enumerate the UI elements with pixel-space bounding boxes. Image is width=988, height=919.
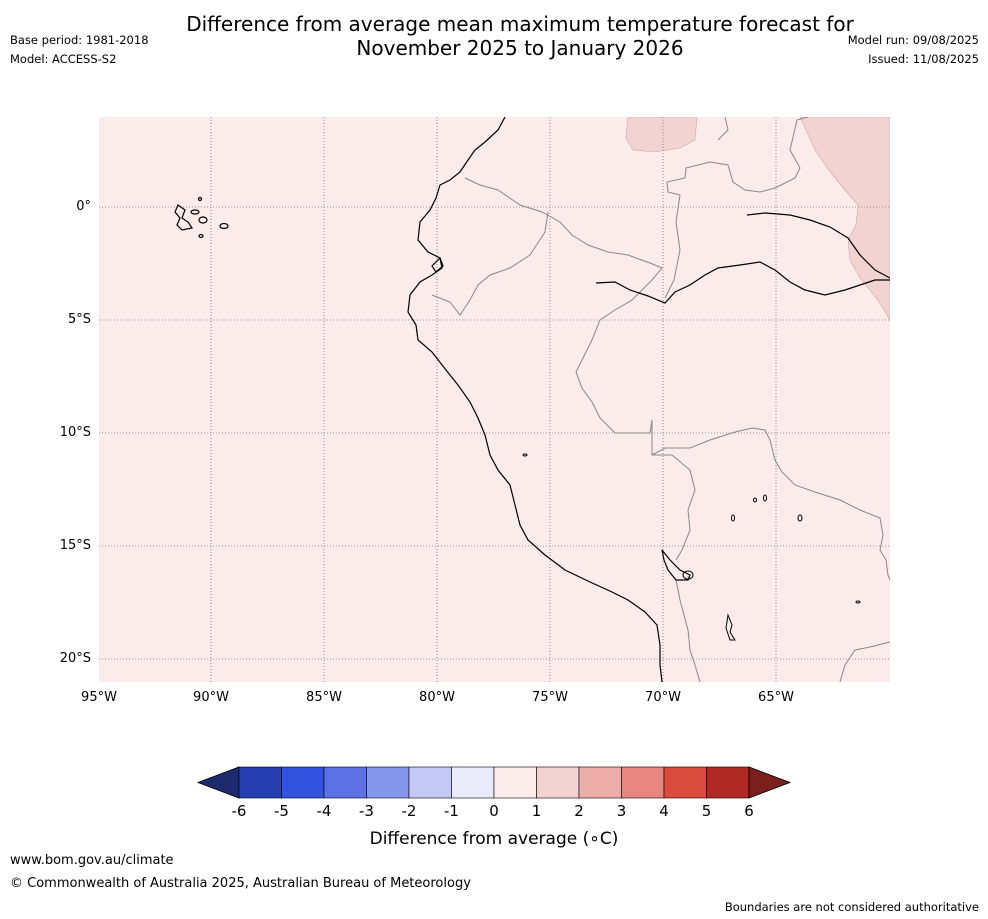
colorbar-tick: 0 [489, 802, 499, 820]
lat-label-10s: 10°S [59, 425, 91, 440]
lon-label-95w: 95°W [81, 690, 117, 705]
disclaimer-text: Boundaries are not considered authoritat… [724, 900, 979, 914]
colorbar-segment [536, 766, 580, 799]
title-line-1: Difference from average mean maximum tem… [186, 12, 854, 36]
base-period-text: Base period: 1981-2018 [10, 33, 149, 47]
coastlines [407, 117, 890, 682]
colorbar-tick: -6 [231, 802, 247, 820]
lakes [522, 453, 861, 641]
colorbar-segment [366, 766, 410, 799]
colorbar-tick: 6 [744, 802, 754, 820]
colorbar-tick: -4 [316, 802, 332, 820]
colorbar-segment [451, 766, 495, 799]
lat-label-15s: 15°S [59, 538, 91, 553]
colorbar-tick: 3 [616, 802, 627, 820]
anomaly-area-east [799, 117, 890, 321]
lat-label-20s: 20°S [59, 651, 91, 666]
colorbar-segment [281, 766, 325, 799]
colorbar-segment [663, 766, 707, 799]
colorbar-tick: -2 [401, 802, 417, 820]
lon-label-85w: 85°W [306, 690, 342, 705]
copyright-text: © Commonwealth of Australia 2025, Austra… [10, 876, 471, 891]
colorbar-tick: 4 [659, 802, 669, 820]
map-background [99, 117, 890, 682]
country-borders [431, 117, 890, 682]
galapagos-islands [174, 196, 229, 239]
issued-date-text: Issued: 11/08/2025 [868, 52, 979, 66]
lat-label-5s: 5°S [67, 312, 91, 327]
colorbar-segment [408, 766, 452, 799]
colorbar-segment [706, 766, 750, 799]
lon-label-65w: 65°W [758, 690, 794, 705]
colorbar-segment [323, 766, 367, 799]
colorbar-segment [578, 766, 622, 799]
website-link[interactable]: www.bom.gov.au/climate [10, 853, 174, 868]
colorbar-extend-high [748, 766, 792, 799]
title-line-2: November 2025 to January 2026 [356, 36, 684, 60]
colorbar-extend-low [196, 766, 240, 799]
colorbar-tick: 2 [574, 802, 584, 820]
lat-label-0: 0° [76, 199, 91, 214]
colorbar-tick: 1 [531, 802, 542, 820]
colorbar-tick: -1 [444, 802, 459, 820]
lon-label-75w: 75°W [532, 690, 568, 705]
lon-label-80w: 80°W [419, 690, 455, 705]
colorbar-segment [238, 766, 282, 799]
colorbar-segment [493, 766, 537, 799]
lon-label-90w: 90°W [193, 690, 229, 705]
model-name-text: Model: ACCESS-S2 [10, 52, 117, 66]
anomaly-area-north [625, 117, 698, 153]
model-run-text: Model run: 09/08/2025 [847, 33, 979, 47]
colorbar-segment [621, 766, 665, 799]
lon-label-70w: 70°W [645, 690, 681, 705]
map-gridlines [99, 117, 890, 682]
chart-title: Difference from average mean maximum tem… [150, 12, 890, 60]
colorbar-tick: 5 [701, 802, 712, 820]
colorbar-title: Difference from average (∘C) [369, 829, 619, 849]
colorbar-tick: -3 [359, 802, 374, 820]
colorbar-tick: -5 [274, 802, 289, 820]
